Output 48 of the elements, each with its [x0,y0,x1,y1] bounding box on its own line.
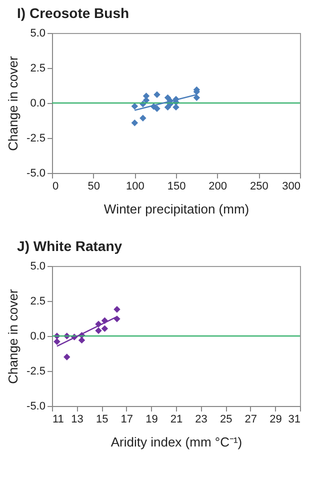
x-tick-label: 0 [52,180,59,192]
chart-title: I) Creosote Bush [17,5,130,21]
x-tick-label: 250 [250,180,268,192]
point [154,91,160,98]
x-tick-label: 100 [126,180,144,192]
x-tick-label: 13 [71,414,84,426]
point [131,102,138,110]
x-tick-label: 11 [52,414,64,426]
x-axis-title: Aridity index (mm °C⁻¹) [110,434,242,450]
x-tick-label: 23 [195,414,208,426]
x-tick-label: 200 [208,180,228,192]
point [172,104,180,111]
y-tick-label: 2.5 [30,62,46,74]
x-tick-label: 15 [96,414,108,426]
x-tick-label: 25 [220,414,232,426]
y-tick-label: -5.0 [26,400,46,412]
x-tick-label: 31 [288,414,300,426]
x-axis-title: Winter precipitation (mm) [104,202,250,216]
y-tick-label: 5.0 [30,260,46,272]
point [101,325,108,332]
point [95,327,102,334]
x-tick-label: 29 [270,414,282,426]
y-tick-label: 2.5 [30,296,46,308]
point [54,338,60,345]
point [114,306,120,313]
point [154,105,160,112]
y-tick-label: -5.0 [26,168,46,180]
x-tick-label: 17 [120,414,134,426]
point [78,336,86,344]
point [142,92,150,100]
point [140,114,146,122]
y-tick-label: 0.0 [30,330,46,342]
point [64,354,70,360]
y-tick-label: -2.5 [26,366,46,378]
x-tick-label: 19 [146,414,158,426]
point [131,120,138,126]
y-tick-label: 0.0 [30,98,46,110]
y-tick-label: 5.0 [30,28,46,40]
y-axis-title: Change in cover [6,288,21,384]
chart-title: J) White Ratany [17,238,122,254]
point [193,94,200,102]
x-tick-label: 150 [167,180,186,192]
x-tick-label: 21 [170,414,183,426]
x-tick-label: 27 [244,414,258,426]
y-tick-label: -2.5 [26,132,46,144]
x-tick-label: 300 [282,180,300,192]
y-axis-title: Change in cover [6,55,21,151]
x-tick-label: 50 [88,180,100,192]
